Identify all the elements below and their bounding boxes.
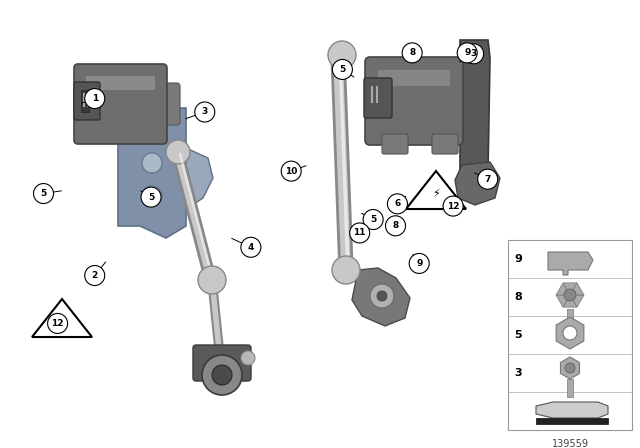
Circle shape <box>141 187 161 207</box>
Text: 8: 8 <box>409 48 415 57</box>
Text: 139559: 139559 <box>552 439 589 448</box>
Polygon shape <box>556 283 570 295</box>
Circle shape <box>385 216 406 236</box>
Circle shape <box>84 89 105 108</box>
Circle shape <box>563 326 577 340</box>
Circle shape <box>349 223 370 243</box>
Circle shape <box>457 43 477 63</box>
Circle shape <box>377 291 387 301</box>
Bar <box>567 309 573 321</box>
Text: 9: 9 <box>416 259 422 268</box>
Text: ⚡: ⚡ <box>432 189 440 199</box>
Polygon shape <box>570 295 584 307</box>
Text: ⚡: ⚡ <box>58 317 66 327</box>
Circle shape <box>332 256 360 284</box>
FancyBboxPatch shape <box>382 134 408 154</box>
Text: 3: 3 <box>470 49 477 58</box>
Circle shape <box>565 363 575 373</box>
Bar <box>508 240 632 430</box>
Text: 8: 8 <box>514 292 522 302</box>
Text: 5: 5 <box>148 193 154 202</box>
Circle shape <box>142 153 162 173</box>
Text: 12: 12 <box>447 202 460 211</box>
Bar <box>81 90 89 112</box>
Polygon shape <box>86 76 155 90</box>
Text: 4: 4 <box>248 243 254 252</box>
Circle shape <box>387 194 408 214</box>
Polygon shape <box>561 357 580 379</box>
Text: 3: 3 <box>514 368 522 378</box>
Bar <box>536 418 608 424</box>
Polygon shape <box>563 283 577 295</box>
Circle shape <box>332 60 353 79</box>
Circle shape <box>281 161 301 181</box>
Circle shape <box>564 289 576 301</box>
Polygon shape <box>118 108 186 238</box>
Text: 11: 11 <box>353 228 366 237</box>
Text: 5: 5 <box>339 65 346 74</box>
Polygon shape <box>378 70 450 86</box>
Polygon shape <box>460 40 490 180</box>
Circle shape <box>328 41 356 69</box>
FancyBboxPatch shape <box>432 134 458 154</box>
Circle shape <box>241 237 261 257</box>
Polygon shape <box>563 295 577 307</box>
Circle shape <box>477 169 498 189</box>
Circle shape <box>198 266 226 294</box>
Polygon shape <box>570 283 584 295</box>
Bar <box>567 379 573 397</box>
Circle shape <box>241 351 255 365</box>
Text: 12: 12 <box>51 319 64 328</box>
Text: 5: 5 <box>40 189 47 198</box>
FancyBboxPatch shape <box>193 345 251 381</box>
Text: 5: 5 <box>370 215 376 224</box>
Polygon shape <box>536 402 608 418</box>
Polygon shape <box>352 268 410 326</box>
Circle shape <box>402 43 422 63</box>
FancyBboxPatch shape <box>364 78 392 118</box>
Circle shape <box>202 355 242 395</box>
Circle shape <box>463 44 484 64</box>
Circle shape <box>363 210 383 229</box>
Polygon shape <box>455 162 500 205</box>
FancyBboxPatch shape <box>74 64 167 144</box>
Text: 8: 8 <box>392 221 399 230</box>
Circle shape <box>142 120 162 140</box>
FancyBboxPatch shape <box>154 83 180 125</box>
Circle shape <box>142 186 162 206</box>
Circle shape <box>212 365 232 385</box>
Circle shape <box>409 254 429 273</box>
Circle shape <box>370 284 394 308</box>
Polygon shape <box>548 252 593 275</box>
Circle shape <box>33 184 54 203</box>
Polygon shape <box>186 148 213 208</box>
Text: 7: 7 <box>484 175 491 184</box>
Circle shape <box>166 140 190 164</box>
Circle shape <box>84 266 105 285</box>
Text: 9: 9 <box>514 254 522 264</box>
Text: 3: 3 <box>202 108 208 116</box>
Text: 6: 6 <box>394 199 401 208</box>
Circle shape <box>47 314 68 333</box>
Text: 2: 2 <box>92 271 98 280</box>
Polygon shape <box>406 171 466 209</box>
Text: 1: 1 <box>92 94 98 103</box>
Circle shape <box>443 196 463 216</box>
Text: 9: 9 <box>464 48 470 57</box>
Circle shape <box>195 102 215 122</box>
Polygon shape <box>32 299 92 337</box>
FancyBboxPatch shape <box>74 82 100 120</box>
Text: 10: 10 <box>285 167 298 176</box>
Polygon shape <box>556 317 584 349</box>
Polygon shape <box>556 295 570 307</box>
Circle shape <box>468 46 480 58</box>
Text: 5: 5 <box>514 330 522 340</box>
FancyBboxPatch shape <box>365 57 463 145</box>
